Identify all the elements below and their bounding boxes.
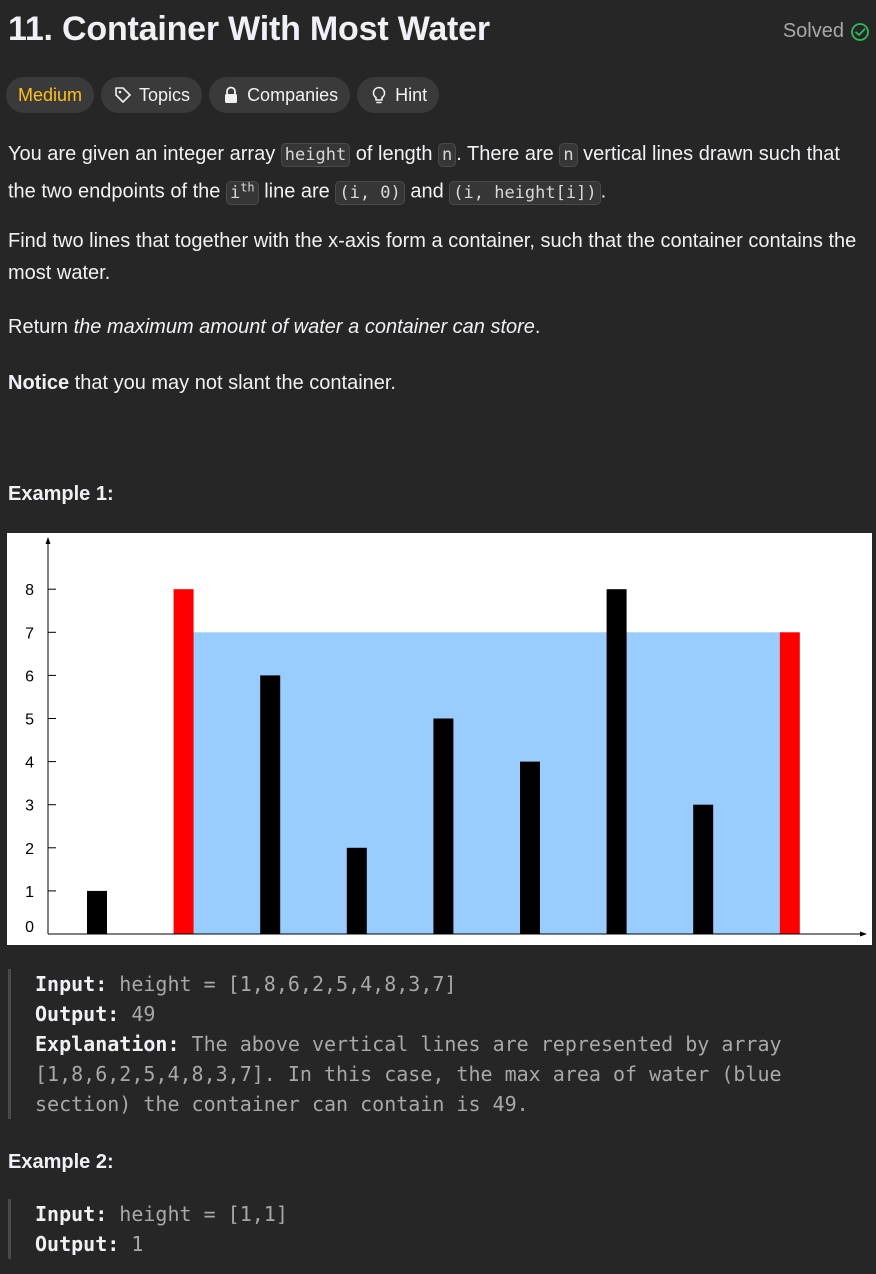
example-1-title: Example 1: (8, 483, 114, 505)
superscript-th: th (240, 180, 255, 194)
companies-button[interactable]: Companies (209, 77, 351, 113)
code-point-end: (i, height[i]) (449, 180, 601, 205)
explanation-label: Explanation: (35, 1032, 180, 1056)
explanation-text: section) the container can contain is 49… (35, 1092, 529, 1116)
bar (173, 589, 194, 934)
example-2-code: Input: height = [1,1] Output: 1 (8, 1199, 288, 1259)
y-tick-label: 8 (25, 582, 34, 599)
text: . There are (456, 143, 560, 165)
text: that you may not slant the container. (69, 372, 396, 394)
bar (346, 847, 367, 934)
solved-status: Solved (783, 20, 870, 43)
explanation-text: [1,8,6,2,5,4,8,3,7]. In this case, the m… (35, 1062, 782, 1086)
y-tick-label: 0 (25, 919, 34, 936)
tag-icon (115, 87, 131, 103)
y-tick-label: 1 (25, 884, 34, 901)
hint-label: Hint (395, 84, 428, 105)
code-ith: ith (225, 180, 259, 205)
notice-label: Notice (8, 372, 70, 394)
x-axis-arrow (860, 931, 867, 937)
description-paragraph-1: You are given an integer array height of… (8, 138, 872, 209)
description-paragraph-3: Return the maximum amount of water a con… (8, 311, 872, 343)
topics-label: Topics (139, 84, 191, 105)
y-tick-label: 7 (25, 625, 34, 642)
lock-icon (225, 86, 238, 103)
text: line are (258, 180, 336, 203)
text: Return (8, 316, 74, 338)
lightbulb-icon (372, 86, 386, 104)
input-label: Input: (35, 972, 108, 996)
input-label: Input: (35, 1202, 108, 1226)
topics-button[interactable]: Topics (101, 77, 203, 113)
example-2-title: Example 2: (8, 1151, 114, 1173)
bar (87, 890, 107, 934)
solved-label: Solved (782, 20, 844, 42)
output-value: 49 (131, 1002, 156, 1026)
y-tick-label: 2 (25, 841, 34, 858)
text: of length (350, 143, 439, 165)
text: You are given an integer array (8, 143, 281, 165)
code-n: n (559, 143, 578, 167)
y-tick-label: 4 (25, 755, 34, 772)
code-height: height (280, 143, 351, 167)
bar (260, 675, 281, 934)
difficulty-label: Medium (18, 84, 83, 105)
explanation-text: The above vertical lines are represented… (191, 1032, 782, 1056)
output-value: 1 (131, 1232, 144, 1256)
example-1-code: Input: height = [1,8,6,2,5,4,8,3,7] Outp… (8, 969, 782, 1119)
description-paragraph-2: Find two lines that together with the x-… (8, 230, 857, 284)
bar-chart: 0 1 2 3 4 5 6 7 8 (25, 537, 867, 937)
tag-bar: Medium Topics Companies Hint (6, 77, 440, 113)
text: . (600, 180, 607, 203)
check-circle-icon (851, 22, 869, 41)
code-n: n (438, 143, 457, 167)
hint-button[interactable]: Hint (357, 77, 440, 113)
description-paragraph-4: Notice that you may not slant the contai… (8, 367, 872, 399)
problem-title: 11. Container With Most Water (8, 10, 490, 48)
text: . (534, 316, 541, 338)
companies-label: Companies (247, 84, 339, 105)
text: and (404, 180, 450, 203)
bar (520, 761, 540, 934)
example-1-chart: 0 1 2 3 4 5 6 7 8 (7, 533, 872, 945)
bar (606, 589, 627, 934)
bar (693, 804, 714, 934)
bar (433, 718, 454, 934)
input-value: height = [1,1] (119, 1202, 288, 1226)
code-i: i (229, 182, 241, 203)
y-tick-label: 5 (25, 712, 34, 729)
output-label: Output: (35, 1232, 120, 1256)
y-axis-arrow (45, 537, 51, 544)
text: vertical lines drawn such that the two e… (8, 143, 840, 203)
water-area (193, 632, 780, 934)
bar (779, 632, 800, 934)
input-value: height = [1,8,6,2,5,4,8,3,7] (119, 972, 457, 996)
y-tick-label: 6 (25, 668, 34, 685)
emphasis-text: the maximum amount of water a container … (73, 316, 535, 338)
code-point-start: (i, 0) (335, 180, 405, 205)
difficulty-tag[interactable]: Medium (6, 77, 95, 113)
y-tick-label: 3 (25, 798, 34, 815)
output-label: Output: (35, 1002, 120, 1026)
